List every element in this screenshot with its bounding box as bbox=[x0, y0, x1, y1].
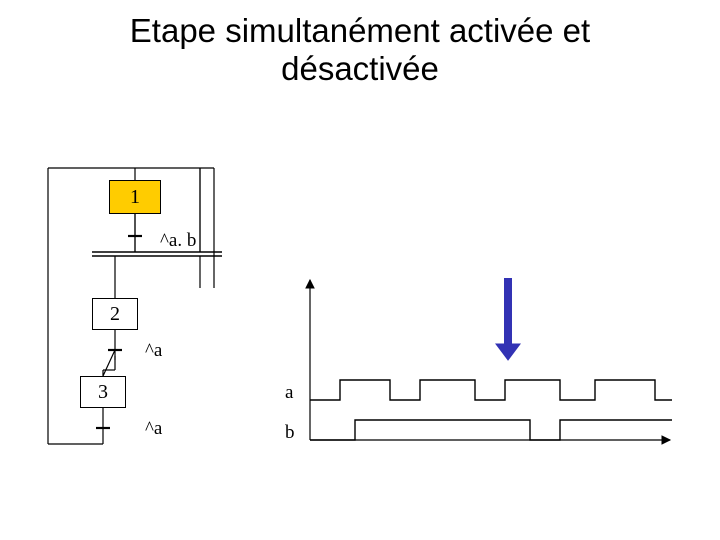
signal-b-label: b bbox=[285, 422, 295, 444]
diagram-canvas bbox=[0, 0, 720, 540]
grafcet-step-3: 3 bbox=[80, 376, 126, 408]
grafcet-step-2: 2 bbox=[92, 298, 138, 330]
transition-2-label: ^a bbox=[145, 340, 162, 362]
grafcet-step-1: 1 bbox=[109, 180, 161, 214]
transition-3-label: ^a bbox=[145, 418, 162, 440]
step-3-label: 3 bbox=[98, 381, 108, 403]
transition-1-label: ^a. b bbox=[160, 230, 196, 252]
step-2-label: 2 bbox=[110, 303, 120, 325]
signal-a-label: a bbox=[285, 382, 293, 404]
step-1-label: 1 bbox=[130, 186, 140, 208]
